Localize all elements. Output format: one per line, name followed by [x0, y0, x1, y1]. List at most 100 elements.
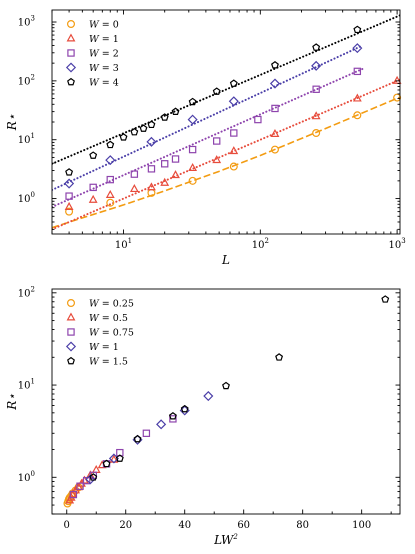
x-tick-label: 102 [252, 237, 269, 251]
y-tick-label: 101 [18, 378, 35, 392]
data-point [188, 163, 198, 172]
data-point [146, 136, 157, 147]
series-2 [65, 67, 362, 200]
fit-line-4 [52, 14, 400, 165]
legend-marker [66, 20, 75, 29]
data-point [270, 145, 279, 154]
data-point [65, 207, 74, 216]
data-point [312, 43, 321, 51]
y-axis-label: R⋆ [5, 393, 19, 411]
data-point [168, 412, 177, 420]
data-point [130, 127, 139, 136]
data-point [133, 434, 142, 443]
data-point [275, 353, 284, 361]
data-point [129, 184, 139, 193]
legend-marker [65, 62, 77, 73]
data-point [312, 129, 321, 138]
data-point [76, 482, 84, 490]
data-point [212, 87, 221, 95]
data-point [106, 198, 115, 207]
data-point [89, 473, 98, 481]
legend-marker [66, 312, 76, 321]
y-tick-label: 102 [18, 285, 35, 299]
y-tick-label: 100 [18, 470, 35, 484]
legend-label: W = 1 [89, 34, 119, 45]
data-point [160, 177, 170, 186]
legend-label: W = 3 [89, 63, 119, 74]
x-tick-label: 101 [115, 237, 132, 251]
data-point [115, 454, 124, 462]
data-point [392, 75, 402, 84]
series-1 [64, 75, 402, 210]
data-point [139, 124, 148, 132]
data-point [171, 170, 180, 179]
data-point [353, 67, 362, 76]
x-tick-label: 40 [178, 520, 191, 531]
legend-marker [65, 341, 77, 352]
legend-marker [67, 77, 75, 86]
data-point [119, 133, 128, 141]
data-point [147, 182, 156, 191]
data-point [353, 25, 362, 34]
data-point [171, 107, 180, 115]
data-point [203, 391, 214, 402]
data-point [381, 295, 390, 303]
x-tick-label: 0 [64, 520, 70, 531]
legend: W = 0.25 W = 0.5 W = 0.75 W = 1 W = 1.5 [65, 299, 134, 368]
x-tick-label: 80 [296, 520, 309, 531]
data-point [89, 183, 97, 192]
legend-label: W = 2 [89, 49, 119, 60]
data-point [161, 160, 169, 168]
data-point [229, 79, 238, 87]
data-point [188, 145, 197, 154]
legend-label: W = 0.25 [89, 299, 134, 310]
y-tick-label: 102 [18, 73, 35, 87]
data-point [64, 201, 74, 210]
data-point [311, 111, 321, 120]
data-point [106, 140, 115, 149]
data-point [156, 419, 167, 430]
data-point [102, 459, 111, 468]
x-axis-label: L [221, 253, 230, 267]
legend-label: W = 4 [89, 78, 119, 89]
data-point [353, 111, 362, 120]
y-tick-label: 101 [18, 132, 35, 146]
legend-label: W = 0 [89, 20, 119, 31]
data-point [187, 114, 198, 125]
legend-marker [66, 299, 75, 308]
legend-label: W = 1 [89, 342, 119, 353]
data-point [312, 85, 320, 93]
legend-label: W = 0.75 [89, 328, 134, 339]
data-point [352, 43, 363, 54]
data-point [171, 155, 180, 163]
legend-label: W = 0.5 [89, 313, 128, 324]
y-tick-label: 100 [18, 191, 35, 205]
legend-marker [66, 33, 76, 42]
legend-label: W = 1.5 [89, 357, 128, 368]
series-3 [64, 43, 363, 189]
data-point [64, 178, 75, 189]
data-point [271, 104, 279, 113]
legend-marker [67, 328, 75, 336]
data-point [65, 192, 73, 200]
fit-line-0 [52, 96, 400, 229]
data-point [222, 381, 230, 390]
data-point [160, 113, 169, 121]
x-tick-label: 103 [388, 237, 405, 251]
data-point [65, 168, 74, 176]
series-4 [89, 295, 390, 481]
data-point [393, 93, 402, 102]
data-point [180, 404, 189, 413]
data-point [188, 97, 197, 106]
data-point [147, 120, 156, 129]
x-tick-label: 20 [119, 520, 132, 531]
fit-line-2 [52, 67, 364, 208]
data-point [269, 78, 281, 89]
data-point [89, 151, 98, 159]
data-point [352, 93, 362, 102]
data-point [130, 170, 139, 178]
data-point [88, 194, 98, 203]
data-point [270, 128, 280, 137]
fit-line-1 [52, 78, 400, 231]
